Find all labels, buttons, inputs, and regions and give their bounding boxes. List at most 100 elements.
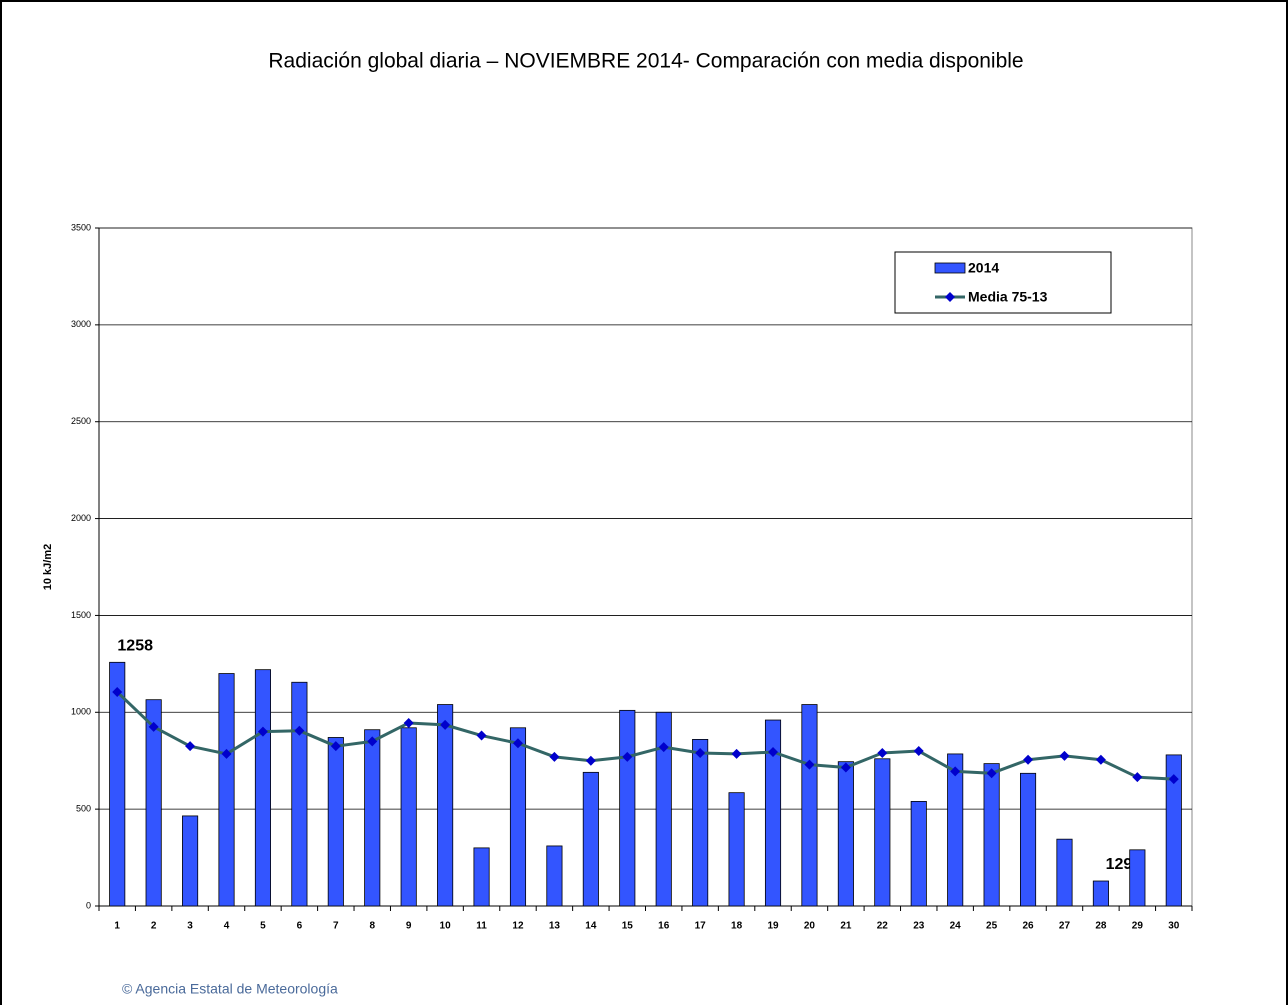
bar <box>1056 838 1073 907</box>
bar <box>145 699 162 907</box>
bar <box>582 771 599 907</box>
bar <box>1092 880 1109 907</box>
x-tick-label: 28 <box>1095 921 1107 932</box>
bar <box>983 763 1000 907</box>
bar <box>218 673 235 907</box>
marker <box>585 755 596 766</box>
marker <box>658 742 669 753</box>
y-tick-label: 1000 <box>71 707 91 717</box>
marker <box>1023 754 1034 765</box>
x-tick-label: 2 <box>151 921 157 932</box>
x-tick-label: 25 <box>986 921 998 932</box>
x-tick-label: 15 <box>622 921 634 932</box>
marker <box>768 746 779 757</box>
marker <box>1168 774 1179 785</box>
marker <box>913 746 924 757</box>
x-tick-label: 9 <box>406 921 412 932</box>
legend-label: 2014 <box>968 260 999 276</box>
bar <box>400 727 417 907</box>
marker <box>112 686 123 697</box>
bar <box>910 800 927 907</box>
legend-label: Media 75-13 <box>968 289 1048 305</box>
y-axis-label: 10 kJ/m2 <box>42 544 54 590</box>
marker <box>403 717 414 728</box>
y-tick-label: 500 <box>76 804 91 814</box>
y-tick-label: 3000 <box>71 319 91 329</box>
marker <box>440 719 451 730</box>
marker <box>1095 754 1106 765</box>
x-tick-label: 4 <box>224 921 230 932</box>
x-tick-label: 26 <box>1022 921 1034 932</box>
bar <box>1019 772 1037 907</box>
legend-marker <box>945 292 955 302</box>
bar <box>947 753 964 907</box>
bar <box>874 758 891 907</box>
bar <box>728 792 745 907</box>
bar <box>1129 849 1146 907</box>
x-tick-label: 7 <box>333 921 339 932</box>
bar <box>692 739 709 907</box>
marker <box>221 748 232 759</box>
x-tick-label: 17 <box>695 921 707 932</box>
bar <box>1165 754 1182 907</box>
bar <box>182 815 199 907</box>
x-tick-label: 12 <box>512 921 524 932</box>
data-label: 1258 <box>117 638 153 655</box>
line <box>116 690 1174 781</box>
y-tick-label: 2000 <box>71 513 91 523</box>
bar <box>837 761 854 907</box>
bar <box>619 709 636 907</box>
source: © Agencia Estatal de Meteorología <box>122 981 338 997</box>
marker <box>1132 772 1143 783</box>
marker <box>840 762 851 773</box>
x-tick-label: 18 <box>731 921 743 932</box>
x-tick-label: 14 <box>585 921 597 932</box>
marker <box>950 766 961 777</box>
marker <box>294 725 305 736</box>
marker <box>622 751 633 762</box>
x-tick-label: 10 <box>440 921 452 932</box>
marker <box>804 759 815 770</box>
y-tick-label: 1500 <box>71 610 91 620</box>
bar <box>764 719 782 907</box>
x-tick-label: 29 <box>1132 921 1144 932</box>
marker <box>877 747 888 758</box>
chart-title: Radiación global diaria – NOVIEMBRE 2014… <box>268 50 1023 73</box>
x-tick-label: 8 <box>369 921 375 932</box>
marker <box>1059 750 1070 761</box>
marker <box>512 738 523 749</box>
x-tick-label: 16 <box>658 921 670 932</box>
bar <box>473 847 490 907</box>
bar <box>801 704 818 907</box>
y-tick-label: 3500 <box>71 222 91 232</box>
x-tick-label: 23 <box>913 921 925 932</box>
bar <box>327 737 344 907</box>
bar <box>546 845 563 907</box>
x-tick-label: 13 <box>549 921 561 932</box>
bar <box>364 729 381 907</box>
bar <box>254 669 272 907</box>
marker <box>330 741 341 752</box>
x-tick-label: 30 <box>1168 921 1180 932</box>
y-tick-label: 0 <box>86 900 91 910</box>
legend-box <box>894 251 1112 314</box>
bar <box>109 661 126 907</box>
marker <box>185 741 196 752</box>
marker <box>731 748 742 759</box>
legend-swatch <box>934 262 966 274</box>
marker <box>695 747 706 758</box>
x-tick-label: 3 <box>187 921 193 932</box>
x-tick-label: 11 <box>476 921 487 932</box>
bar <box>655 711 672 907</box>
bar <box>437 704 454 907</box>
x-tick-label: 6 <box>297 921 303 932</box>
x-tick-label: 20 <box>804 921 816 932</box>
x-tick-label: 1 <box>114 921 120 932</box>
bar <box>509 727 527 907</box>
x-tick-label: 19 <box>767 921 779 932</box>
data-label: 129 <box>1106 856 1133 873</box>
marker <box>476 730 487 741</box>
marker <box>257 726 268 737</box>
x-tick-label: 24 <box>950 921 962 932</box>
